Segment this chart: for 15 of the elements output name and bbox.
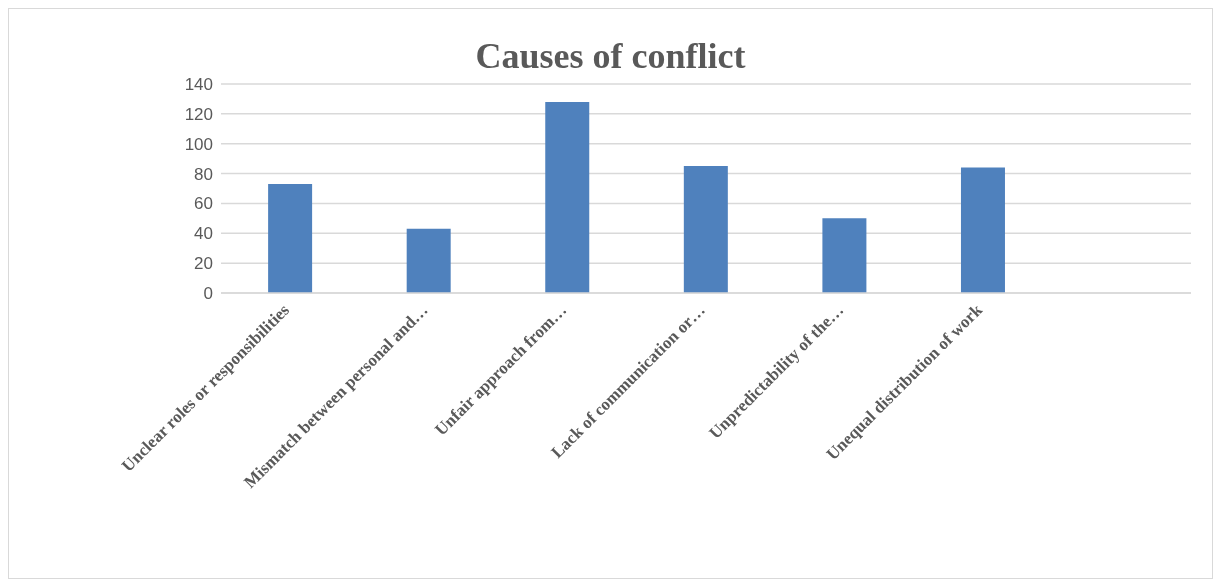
y-tick-label: 140 <box>184 75 213 95</box>
chart-title: Causes of conflict <box>474 35 747 77</box>
y-tick-label: 100 <box>184 134 213 154</box>
bar <box>822 218 867 293</box>
y-tick-label: 20 <box>194 254 213 274</box>
bar <box>268 184 313 293</box>
bar <box>960 167 1005 293</box>
bar <box>406 228 451 293</box>
y-tick-label: 60 <box>194 194 213 214</box>
bar <box>545 101 590 293</box>
bar <box>683 166 728 293</box>
y-tick-label: 0 <box>203 284 213 304</box>
y-tick-label: 80 <box>194 164 213 184</box>
y-tick-label: 120 <box>184 104 213 124</box>
y-tick-label: 40 <box>194 224 213 244</box>
